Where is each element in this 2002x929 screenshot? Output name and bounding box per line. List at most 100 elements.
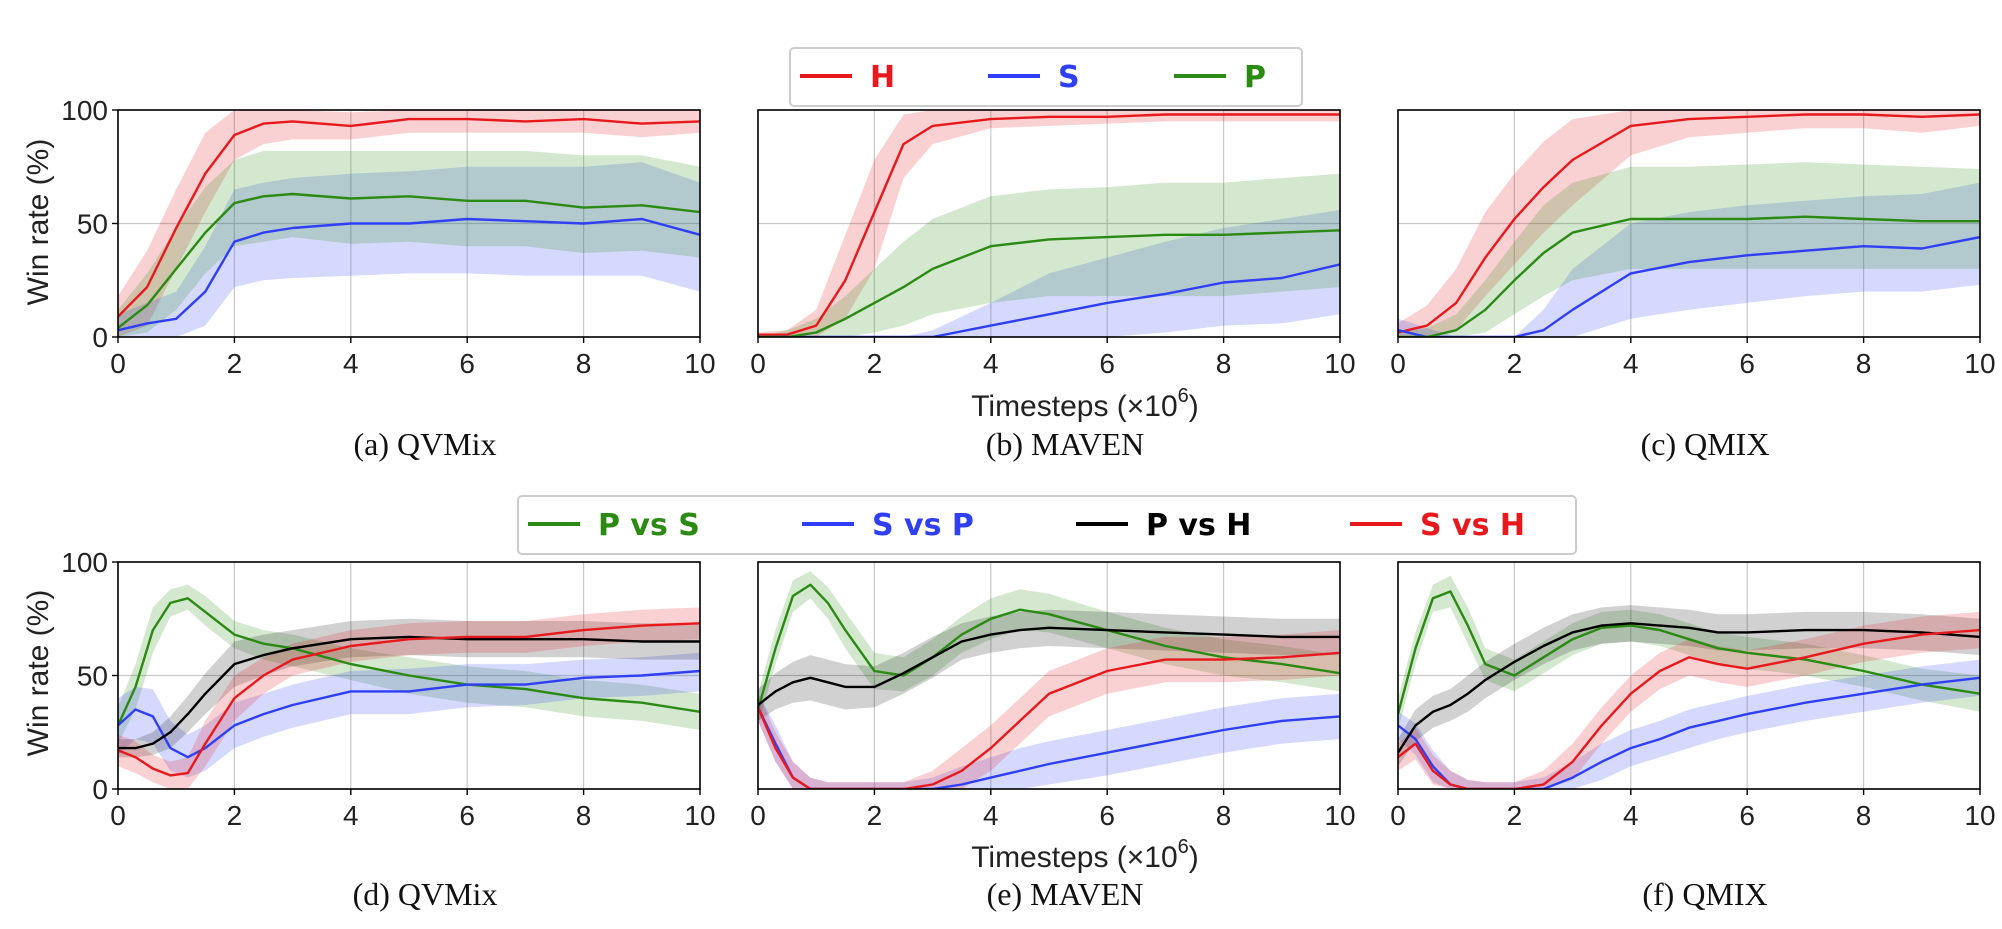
x-axis-label-top: Timesteps (×106) [971,385,1199,423]
band-s-vs-h [1398,611,1980,789]
x-tick-label: 2 [227,800,243,831]
legend-bottom-label-0: P vs S [598,508,700,543]
x-tick-label: 0 [110,348,126,379]
band-p-vs-h [118,618,700,758]
line-p [118,192,700,329]
band-s [118,162,700,337]
y-tick-label: 0 [92,774,108,805]
band-s-vs-h [758,630,1340,789]
x-tick-label: 2 [1507,800,1523,831]
caption-b: (b) MAVEN [986,426,1145,462]
x-tick-label: 4 [983,800,999,831]
x-tick-label: 8 [576,348,592,379]
legend-bottom-label-3: S vs H [1420,508,1525,543]
panel-f: 0 2 4 6 8 10 [1390,561,1996,831]
panel-b: 0 2 4 6 8 10 [750,109,1356,379]
y-tick-label: 50 [77,661,108,692]
y-tick-label: 100 [61,547,108,578]
line-p-vs-s [118,597,700,726]
line-s-vs-p [118,669,700,759]
legend-bottom-label-1: S vs P [872,508,974,543]
x-tick-label: 10 [684,800,715,831]
band-s [758,209,1340,337]
plot-area [758,571,1340,789]
band-p [1398,162,1980,337]
y-tick-label: 0 [92,322,108,353]
x-tick-label: 0 [1390,348,1406,379]
legend-top-label-0: H [870,60,895,95]
line-s-vs-h [1398,628,1980,789]
x-tick-label: 8 [1216,348,1232,379]
legend-top-frame [789,47,1303,107]
line-h [118,117,700,318]
x-tick-label: 0 [1390,800,1406,831]
x-tick-label: 4 [343,348,359,379]
line-s-vs-h [118,622,700,777]
axes-frame [757,109,1341,338]
band-s-vs-p [758,693,1340,789]
line-p-vs-s [758,583,1340,710]
legend-top-label-1: S [1058,60,1080,95]
panel-c: 0 2 4 6 8 10 [1390,109,1996,379]
line-p [1398,215,1980,337]
x-tick-label: 10 [1324,800,1355,831]
x-tick-label: 2 [227,348,243,379]
line-p-vs-s [1398,590,1980,715]
y-axis-label-top: Win rate (%) [22,139,55,306]
band-h [1398,110,1980,337]
x-tick-label: 6 [1739,800,1755,831]
x-tick-label: 4 [1623,348,1639,379]
band-p-vs-h [758,609,1340,721]
caption-a: (a) QVMix [353,426,496,462]
line-p-vs-h [118,635,700,750]
x-tick-label: 6 [1099,348,1115,379]
x-tick-label: 10 [1964,800,1995,831]
plot-area [1398,110,1980,337]
legend-bottom-frame [517,495,1577,555]
x-axis-label-bottom: Timesteps (×106) [971,836,1199,874]
axes-frame [757,561,1341,790]
x-tick-label: 10 [1324,348,1355,379]
plot-area [1398,575,1980,789]
x-tick-label: 10 [684,348,715,379]
x-tick-label: 8 [1856,800,1872,831]
legend-top-label-2: P [1244,60,1266,95]
line-p [758,229,1340,337]
x-tick-label: 6 [459,348,475,379]
y-axis-label-bottom: Win rate (%) [22,590,55,757]
legend-bottom: P vs S S vs P P vs H S vs H [517,495,1577,555]
band-h [758,110,1340,337]
line-h [758,113,1340,336]
panel-e: 0 2 4 6 8 10 [750,561,1356,831]
x-tick-label: 2 [867,800,883,831]
x-tick-label: 4 [983,348,999,379]
plot-area [118,110,700,337]
line-h [1398,113,1980,334]
x-tick-label: 6 [459,800,475,831]
x-tick-label: 8 [1216,800,1232,831]
x-tick-label: 4 [343,800,359,831]
x-tick-label: 0 [110,800,126,831]
line-s [758,263,1340,337]
line-s-vs-h [758,651,1340,789]
band-p-vs-s [758,571,1340,726]
band-p-vs-s [118,584,700,744]
y-tick-label: 50 [77,209,108,240]
band-p-vs-s [1398,575,1980,730]
band-s-vs-p [118,652,700,778]
x-tick-label: 8 [576,800,592,831]
plot-area [118,584,700,789]
x-tick-label: 6 [1739,348,1755,379]
line-s [1398,235,1980,337]
y-tick-label: 100 [61,95,108,126]
x-tick-label: 8 [1856,348,1872,379]
caption-d: (d) QVMix [353,876,498,912]
x-tick-label: 0 [750,800,766,831]
band-p [758,173,1340,337]
x-tick-label: 2 [1507,348,1523,379]
band-s [1398,182,1980,337]
